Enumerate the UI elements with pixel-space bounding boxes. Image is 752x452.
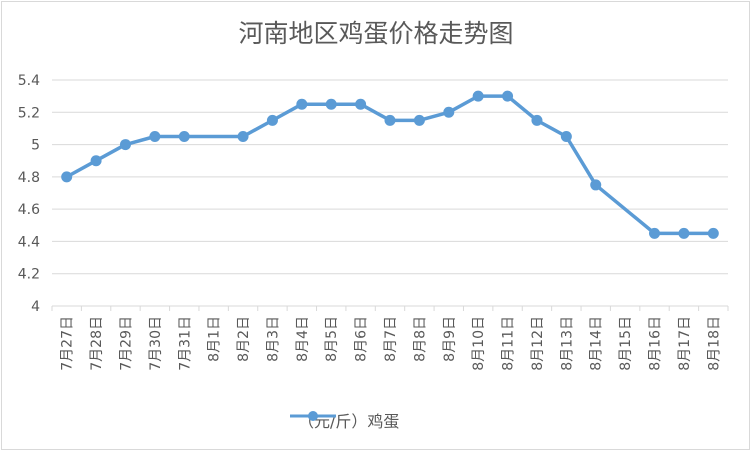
x-tick-label: 8月6日	[354, 316, 370, 362]
x-tick-label: 8月12日	[530, 316, 546, 371]
data-point	[531, 114, 543, 126]
data-point	[413, 114, 425, 126]
data-point	[325, 98, 337, 110]
y-tick-label: 5.2	[18, 105, 40, 121]
data-point	[560, 131, 572, 142]
data-point	[384, 114, 396, 126]
y-tick-label: 4	[31, 299, 40, 315]
data-point	[502, 90, 514, 102]
data-point	[649, 227, 661, 239]
x-tick-label: 8月9日	[442, 316, 458, 362]
data-point	[443, 106, 455, 118]
data-point	[237, 131, 249, 142]
data-point	[472, 90, 484, 102]
x-tick-label: 8月5日	[324, 316, 340, 362]
x-tick-label: 7月29日	[118, 316, 134, 371]
x-tick-label: 8月8日	[412, 316, 428, 362]
legend: （元/斤）鸡蛋	[290, 408, 399, 432]
x-tick-label: 8月2日	[236, 316, 252, 362]
data-point	[678, 227, 690, 239]
y-tick-label: 4.4	[18, 234, 40, 250]
data-point	[707, 227, 719, 239]
data-point	[355, 98, 367, 110]
x-tick-label: 8月11日	[501, 316, 517, 371]
chart-title: 河南地区鸡蛋价格走势图	[238, 19, 514, 48]
y-tick-label: 5	[31, 138, 40, 154]
x-tick-label: 8月10日	[471, 316, 487, 371]
x-tick-label: 8月13日	[559, 316, 575, 371]
x-tick-label: 8月15日	[618, 316, 634, 371]
x-tick-label: 8月7日	[383, 316, 399, 362]
y-tick-label: 4.8	[18, 170, 40, 186]
y-tick-label: 4.6	[18, 202, 40, 218]
data-point	[590, 179, 602, 191]
data-point	[178, 131, 190, 142]
x-tick-label: 7月30日	[148, 316, 164, 371]
x-tick-label: 7月31日	[177, 316, 193, 371]
data-point	[61, 171, 73, 183]
data-point	[296, 98, 308, 110]
x-tick-label: 7月27日	[60, 316, 76, 371]
x-tick-label: 7月28日	[89, 316, 105, 371]
legend-marker	[290, 411, 336, 421]
x-tick-label: 8月14日	[589, 316, 605, 371]
x-tick-label: 8月3日	[265, 316, 281, 362]
x-tick-label: 8月1日	[207, 316, 223, 362]
x-tick-label: 8月4日	[295, 316, 311, 362]
y-tick-label: 4.2	[18, 267, 40, 283]
data-point	[266, 114, 278, 126]
y-tick-label: 5.4	[18, 73, 40, 89]
data-point	[149, 131, 161, 142]
data-point	[119, 139, 131, 151]
data-point	[90, 155, 102, 167]
x-tick-label: 8月18日	[706, 316, 722, 371]
x-tick-label: 8月16日	[648, 316, 664, 371]
x-tick-label: 8月17日	[677, 316, 693, 371]
